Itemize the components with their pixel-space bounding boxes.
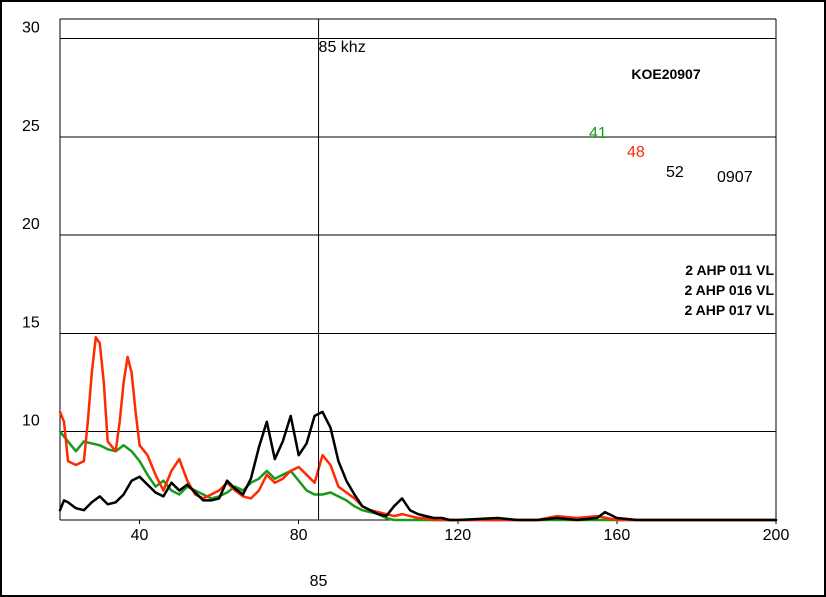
x-tick-label: 80 [290, 527, 308, 544]
grid-layer [59, 18, 777, 524]
x-tick-label: 200 [763, 527, 790, 544]
y-tick-labels: 10 15 20 25 30 [22, 20, 40, 430]
series-tag-black: 52 [666, 164, 684, 181]
x-tick-label: 120 [444, 527, 471, 544]
series-line-2 [58, 336, 778, 522]
info-line: 2 AHP 011 VL [685, 262, 774, 278]
y-tick-label: 20 [22, 216, 40, 233]
marker-bottom-label: 85 [310, 573, 328, 590]
x-tick-label: 160 [604, 527, 631, 544]
y-tick-label: 10 [22, 413, 40, 430]
info-line: 2 AHP 017 VL [685, 302, 775, 318]
y-tick-label: 15 [22, 314, 40, 331]
x-tick-labels: 40 80 120 160 200 [131, 527, 790, 544]
series-line-1 [58, 430, 778, 522]
y-tick-label: 30 [22, 20, 40, 37]
info-line: 2 AHP 016 VL [685, 282, 775, 298]
series-tag-green: 41 [589, 125, 607, 142]
y-tick-label: 25 [22, 118, 40, 135]
chart-id-label: KOE20907 [631, 66, 700, 82]
series-layer [58, 336, 778, 522]
x-tick-label: 40 [131, 527, 149, 544]
frequency-marker: 85 khz 85 [310, 19, 366, 590]
info-block: KOE20907 41 48 52 0907 2 AHP 011 VL 2 AH… [589, 66, 774, 318]
series-tag-red: 48 [627, 144, 645, 161]
series-tag-id: 0907 [717, 169, 753, 186]
marker-top-label: 85 khz [319, 39, 366, 56]
series-line-3 [58, 410, 778, 522]
